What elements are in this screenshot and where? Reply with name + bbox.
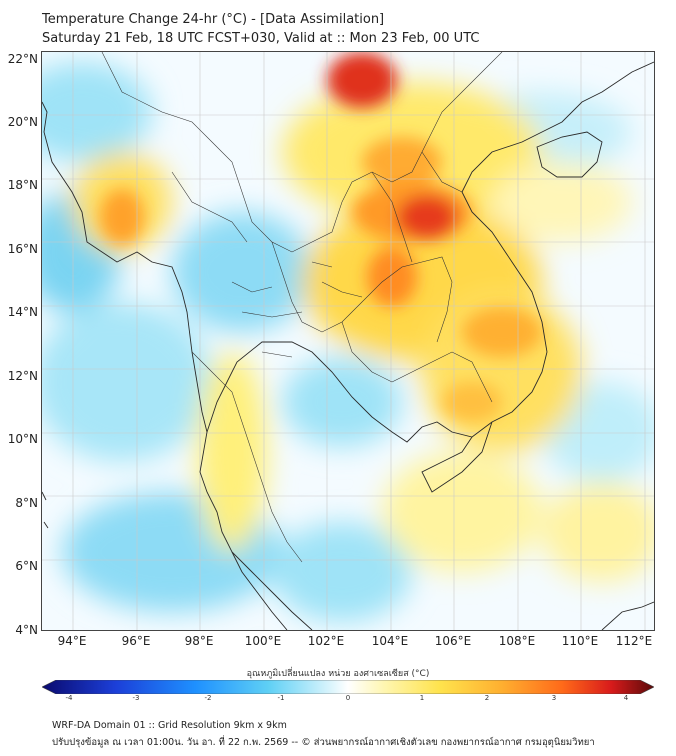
lon-label-106: 106°E bbox=[434, 634, 472, 648]
lat-label-16: 16°N bbox=[7, 242, 38, 256]
map-gridlines bbox=[42, 52, 654, 630]
lat-label-14: 14°N bbox=[7, 305, 38, 319]
lat-label-6: 6°N bbox=[15, 559, 38, 573]
map-title: Temperature Change 24-hr (°C) - [Data As… bbox=[42, 12, 385, 27]
colorbar-tick-neg1: -1 bbox=[277, 694, 285, 702]
colorbar-tick-0: 0 bbox=[345, 694, 351, 702]
lon-label-102: 102°E bbox=[307, 634, 345, 648]
lat-label-20: 20°N bbox=[7, 115, 38, 129]
lat-label-22: 22°N bbox=[7, 52, 38, 66]
lat-label-10: 10°N bbox=[7, 432, 38, 446]
lon-label-94: 94°E bbox=[57, 634, 87, 648]
footer-domain-info: WRF-DA Domain 01 :: Grid Resolution 9km … bbox=[52, 720, 287, 731]
lon-label-96: 96°E bbox=[121, 634, 151, 648]
lat-label-12: 12°N bbox=[7, 369, 38, 383]
title-block: Temperature Change 24-hr (°C) - [Data As… bbox=[42, 10, 479, 48]
coastlines bbox=[42, 61, 654, 630]
colorbar-tick-neg4: -4 bbox=[65, 694, 73, 702]
map-subtitle: Saturday 21 Feb, 18 UTC FCST+030, Valid … bbox=[42, 31, 480, 46]
lon-label-112: 112°E bbox=[615, 634, 653, 648]
colorbar-title: อุณหภูมิเปลี่ยนแปลง หน่วย องศาเซลเซียส (… bbox=[246, 669, 430, 679]
colorbar-tick-4: 4 bbox=[623, 694, 629, 702]
lat-label-4: 4°N bbox=[15, 623, 38, 637]
lon-label-110: 110°E bbox=[561, 634, 599, 648]
footer-credits: ปรับปรุงข้อมูล ณ เวลา 01:00น. วัน อา. ที… bbox=[52, 737, 595, 748]
colorbar-tick-neg2: -2 bbox=[204, 694, 212, 702]
lon-label-108: 108°E bbox=[498, 634, 536, 648]
colorbar-tick-2: 2 bbox=[484, 694, 490, 702]
lon-label-104: 104°E bbox=[371, 634, 409, 648]
lat-label-18: 18°N bbox=[7, 178, 38, 192]
colorbar bbox=[42, 680, 654, 694]
colorbar-tick-3: 3 bbox=[551, 694, 557, 702]
map-canvas bbox=[42, 52, 654, 630]
country-borders bbox=[101, 52, 503, 563]
hotspots bbox=[100, 52, 542, 422]
lat-label-8: 8°N bbox=[15, 496, 38, 510]
lon-label-100: 100°E bbox=[244, 634, 282, 648]
map-panel[interactable] bbox=[41, 51, 655, 631]
colorbar-tick-neg3: -3 bbox=[132, 694, 140, 702]
colorbar-tick-1: 1 bbox=[419, 694, 425, 702]
lon-label-98: 98°E bbox=[184, 634, 214, 648]
